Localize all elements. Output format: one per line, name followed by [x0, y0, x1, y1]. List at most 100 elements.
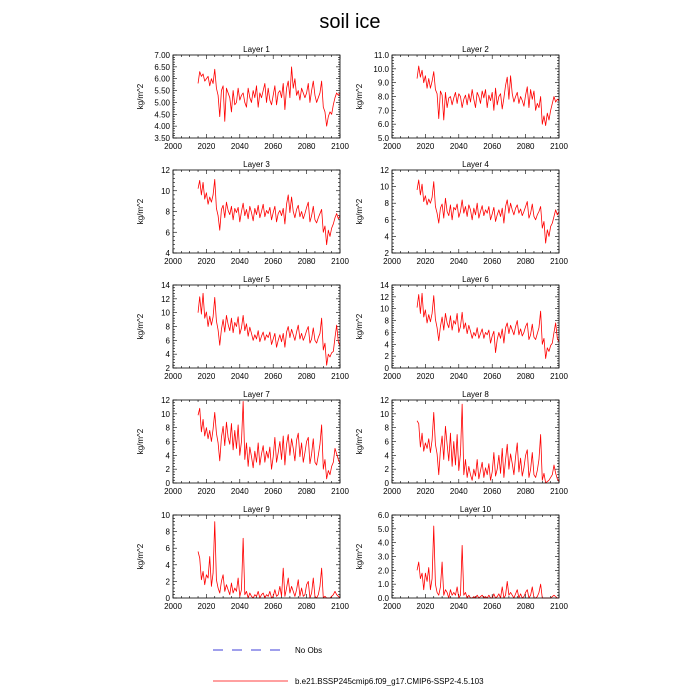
- series-line: [197, 178, 341, 246]
- x-tick-label: 2000: [164, 372, 182, 381]
- x-tick-label: 2040: [450, 602, 468, 611]
- y-tick-label: 8: [166, 323, 171, 332]
- x-tick-label: 2020: [417, 372, 435, 381]
- y-axis-label: kg/m^2: [136, 313, 145, 339]
- y-tick-label: 11.0: [374, 51, 390, 60]
- plot-frame: [391, 514, 560, 599]
- y-tick-label: 10: [161, 410, 170, 419]
- x-tick-label: 2020: [417, 487, 435, 496]
- x-tick-label: 2060: [483, 142, 501, 151]
- x-tick-label: 2000: [383, 257, 401, 266]
- x-tick-label: 2040: [231, 257, 249, 266]
- x-tick-label: 2060: [483, 372, 501, 381]
- y-tick-label: 12: [161, 396, 170, 405]
- y-tick-label: 3.50: [154, 134, 170, 143]
- y-axis-label: kg/m^2: [355, 198, 364, 224]
- y-tick-label: 9.0: [378, 79, 390, 88]
- y-tick-label: 2.0: [378, 566, 390, 575]
- y-tick-label: 0: [166, 594, 171, 603]
- legend-label-model: b.e21.BSSP245cmip6.f09_g17.CMIP6-SSP2-4.…: [295, 677, 484, 686]
- x-tick-label: 2060: [483, 602, 501, 611]
- y-tick-label: 2: [385, 249, 390, 258]
- series-line: [416, 403, 560, 484]
- y-tick-label: 8: [385, 317, 390, 326]
- x-tick-label: 2000: [383, 487, 401, 496]
- x-tick-label: 2040: [231, 372, 249, 381]
- panel-layer-5: Layer 5 2000 2020 2040 2060 2080 2100 2 4 6 8 10 12 1…: [136, 275, 349, 381]
- x-tick-label: 2080: [298, 372, 316, 381]
- y-tick-label: 7.0: [378, 106, 390, 115]
- panel-layer-2: Layer 2 2000 2020 2040 2060 2080 2100 5.0 6.0 7.0…: [355, 45, 568, 151]
- y-tick-label: 6: [166, 438, 171, 447]
- y-tick-label: 6: [166, 336, 171, 345]
- y-tick-label: 2: [166, 364, 171, 373]
- x-tick-label: 2080: [298, 487, 316, 496]
- x-tick-label: 2060: [264, 142, 282, 151]
- plot-frame: [391, 169, 560, 254]
- series-line: [197, 400, 341, 480]
- x-tick-label: 2080: [298, 257, 316, 266]
- panel-title: Layer 10: [460, 505, 492, 514]
- y-tick-label: 12: [161, 295, 170, 304]
- y-tick-label: 6.0: [378, 120, 390, 129]
- x-tick-label: 2100: [331, 257, 349, 266]
- x-tick-label: 2100: [331, 602, 349, 611]
- legend-label-no-obs: No Obs: [295, 646, 322, 655]
- panel-layer-8: Layer 8 2000 2020 2040 2060 2080 2100 0 2 4 6 8 10 12…: [355, 390, 568, 496]
- x-tick-label: 2080: [517, 487, 535, 496]
- x-tick-label: 2100: [331, 142, 349, 151]
- y-tick-label: 6.50: [154, 63, 170, 72]
- series-line: [416, 65, 560, 126]
- y-tick-label: 2: [385, 465, 390, 474]
- x-tick-label: 2100: [550, 372, 568, 381]
- x-tick-label: 2060: [264, 257, 282, 266]
- y-tick-label: 4: [166, 561, 171, 570]
- y-tick-label: 4.50: [154, 110, 170, 119]
- y-tick-label: 4: [385, 451, 390, 460]
- y-axis-label: kg/m^2: [136, 83, 145, 109]
- y-axis-label: kg/m^2: [136, 198, 145, 224]
- y-tick-label: 4: [385, 232, 390, 241]
- y-tick-label: 4: [166, 249, 171, 258]
- x-tick-label: 2020: [198, 372, 216, 381]
- x-tick-label: 2080: [298, 142, 316, 151]
- y-tick-label: 6: [385, 328, 390, 337]
- y-tick-label: 2: [166, 465, 171, 474]
- y-tick-label: 6: [385, 216, 390, 225]
- x-tick-label: 2060: [264, 487, 282, 496]
- x-tick-label: 2040: [231, 487, 249, 496]
- y-tick-label: 4.00: [154, 122, 170, 131]
- x-tick-label: 2000: [164, 257, 182, 266]
- panel-title: Layer 3: [243, 160, 270, 169]
- plot-frame: [172, 399, 341, 484]
- panel-title: Layer 6: [462, 275, 489, 284]
- x-tick-label: 2020: [198, 602, 216, 611]
- plot-frame: [172, 169, 341, 254]
- y-tick-label: 4.0: [378, 539, 390, 548]
- x-tick-label: 2040: [450, 142, 468, 151]
- y-axis-label: kg/m^2: [136, 428, 145, 454]
- x-tick-label: 2040: [231, 142, 249, 151]
- x-tick-label: 2020: [417, 602, 435, 611]
- y-tick-label: 5.50: [154, 87, 170, 96]
- y-tick-label: 10: [161, 309, 170, 318]
- x-tick-label: 2080: [517, 372, 535, 381]
- x-tick-label: 2000: [164, 602, 182, 611]
- plot-frame: [391, 284, 560, 369]
- x-tick-label: 2100: [331, 372, 349, 381]
- y-tick-label: 6.0: [378, 511, 390, 520]
- y-axis-label: kg/m^2: [136, 543, 145, 569]
- y-tick-label: 8: [166, 528, 171, 537]
- plot-frame: [391, 399, 560, 484]
- y-tick-label: 4: [166, 350, 171, 359]
- y-tick-label: 12: [380, 166, 389, 175]
- x-tick-label: 2100: [550, 257, 568, 266]
- y-tick-label: 8: [166, 208, 171, 217]
- x-tick-label: 2040: [450, 487, 468, 496]
- y-tick-label: 5.00: [154, 98, 170, 107]
- y-axis-label: kg/m^2: [355, 313, 364, 339]
- series-line: [197, 292, 341, 366]
- x-tick-label: 2020: [198, 487, 216, 496]
